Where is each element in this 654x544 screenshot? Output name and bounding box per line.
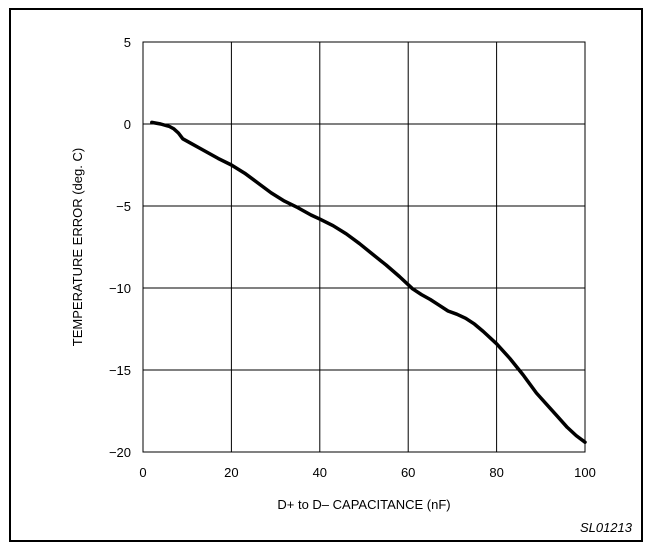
y-tick-label: −5 <box>116 199 131 214</box>
figure-id-label: SL01213 <box>580 520 633 535</box>
x-tick-label: 80 <box>489 465 503 480</box>
grid-lines <box>143 42 585 452</box>
y-tick-label: 5 <box>124 35 131 50</box>
y-tick-labels: 5 0 −5 −10 −15 −20 <box>109 35 131 460</box>
y-axis-title: TEMPERATURE ERROR (deg. C) <box>70 148 85 346</box>
series-line <box>150 120 587 444</box>
y-tick-label: −10 <box>109 281 131 296</box>
x-tick-label: 60 <box>401 465 415 480</box>
x-tick-label: 20 <box>224 465 238 480</box>
x-tick-labels: 0 20 40 60 80 100 <box>139 465 595 480</box>
y-tick-label: −15 <box>109 363 131 378</box>
x-tick-label: 40 <box>313 465 327 480</box>
x-tick-label: 100 <box>574 465 596 480</box>
y-tick-label: −20 <box>109 445 131 460</box>
y-tick-label: 0 <box>124 117 131 132</box>
series-group <box>150 120 587 444</box>
x-axis-title: D+ to D– CAPACITANCE (nF) <box>277 497 450 512</box>
x-tick-label: 0 <box>139 465 146 480</box>
